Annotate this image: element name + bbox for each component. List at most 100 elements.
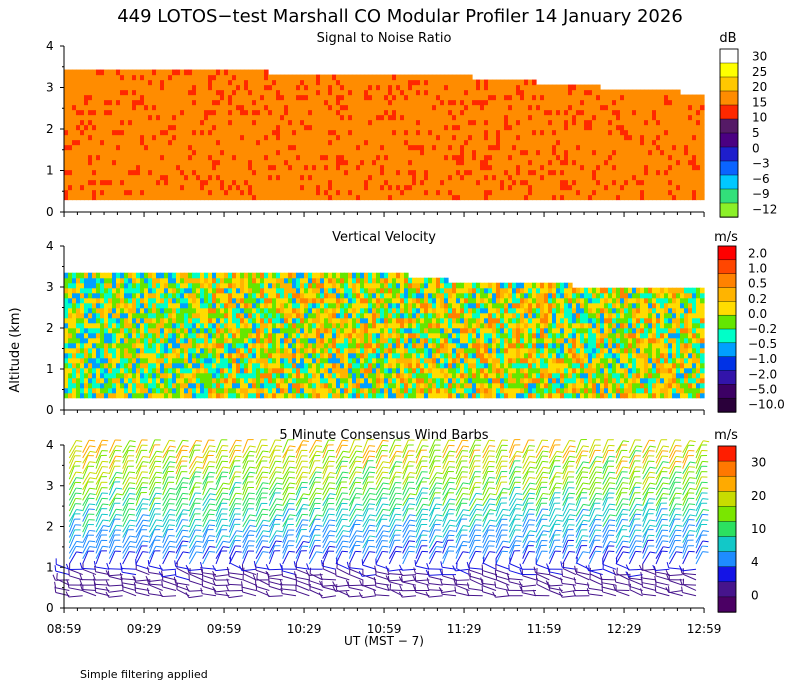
heatmap-cell [116,194,121,201]
heatmap-cell [228,84,233,91]
heatmap-cell [628,194,633,201]
heatmap-cell [604,144,609,151]
heatmap-cell [468,179,473,186]
heatmap-cell [404,184,409,191]
heatmap-cell [356,169,361,176]
heatmap-cell [468,154,473,161]
heatmap-cell [372,184,377,191]
heatmap-cell [244,194,249,201]
heatmap-cell [136,297,141,304]
heatmap-cell [388,114,393,121]
heatmap-cell [528,149,533,156]
heatmap-cell [276,139,281,146]
heatmap-cell [116,372,121,379]
heatmap-cell [500,164,505,171]
heatmap-cell [152,292,157,299]
heatmap-cell [180,277,185,284]
heatmap-cell [384,119,389,126]
heatmap-cell [172,99,177,106]
heatmap-cell [268,174,273,181]
heatmap-cell [612,89,617,96]
heatmap-cell [268,134,273,141]
heatmap-cell [376,144,381,151]
heatmap-cell [636,164,641,171]
heatmap-cell [360,144,365,151]
heatmap-cell [132,312,137,319]
heatmap-cell [72,124,77,131]
heatmap-cell [200,109,205,116]
heatmap-cell [112,362,117,369]
heatmap-cell [324,134,329,141]
heatmap-cell [324,189,329,196]
heatmap-cell [220,114,225,121]
heatmap-cell [64,99,69,106]
heatmap-cell [692,149,697,156]
heatmap-cell [232,79,237,86]
heatmap-cell [276,149,281,156]
heatmap-cell [80,312,85,319]
heatmap-cell [200,357,205,364]
heatmap-cell [192,159,197,166]
heatmap-cell [680,189,685,196]
heatmap-cell [456,99,461,106]
heatmap-cell [92,84,97,91]
heatmap-cell [396,74,401,81]
heatmap-cell [588,169,593,176]
heatmap-cell [428,194,433,201]
heatmap-cell [188,352,193,359]
heatmap-cell [164,377,169,384]
heatmap-cell [396,184,401,191]
heatmap-cell [76,282,81,289]
heatmap-cell [252,109,257,116]
heatmap-cell [560,149,565,156]
heatmap-cell [100,84,105,91]
heatmap-cell [172,109,177,116]
heatmap-cell [124,179,129,186]
heatmap-cell [660,119,665,126]
heatmap-cell [64,362,69,369]
heatmap-cell [128,149,133,156]
heatmap-cell [200,99,205,106]
heatmap-cell [236,144,241,151]
heatmap-cell [208,292,213,299]
heatmap-cell [676,159,681,166]
heatmap-cell [560,184,565,191]
heatmap-cell [544,174,549,181]
heatmap-cell [420,159,425,166]
heatmap-cell [300,109,305,116]
heatmap-cell [332,174,337,181]
heatmap-cell [468,169,473,176]
heatmap-cell [476,169,481,176]
heatmap-cell [140,282,145,289]
heatmap-cell [212,149,217,156]
heatmap-cell [260,79,265,86]
heatmap-cell [196,387,201,394]
heatmap-cell [64,189,69,196]
heatmap-cell [692,104,697,111]
heatmap-cell [416,94,421,101]
heatmap-cell [208,104,213,111]
heatmap-cell [132,322,137,329]
heatmap-cell [296,99,301,106]
heatmap-cell [436,119,441,126]
heatmap-cell [380,154,385,161]
heatmap-cell [64,337,69,344]
heatmap-cell [80,282,85,289]
heatmap-cell [384,99,389,106]
heatmap-cell [356,104,361,111]
heatmap-cell [240,184,245,191]
heatmap-cell [312,174,317,181]
heatmap-cell [612,174,617,181]
heatmap-cell [372,159,377,166]
heatmap-cell [384,144,389,151]
heatmap-cell [336,189,341,196]
heatmap-cell [364,159,369,166]
heatmap-cell [380,74,385,81]
heatmap-cell [108,189,113,196]
heatmap-cell [416,89,421,96]
heatmap-cell [288,114,293,121]
heatmap-cell [256,179,261,186]
heatmap-cell [384,184,389,191]
heatmap-cell [424,74,429,81]
heatmap-cell [296,79,301,86]
